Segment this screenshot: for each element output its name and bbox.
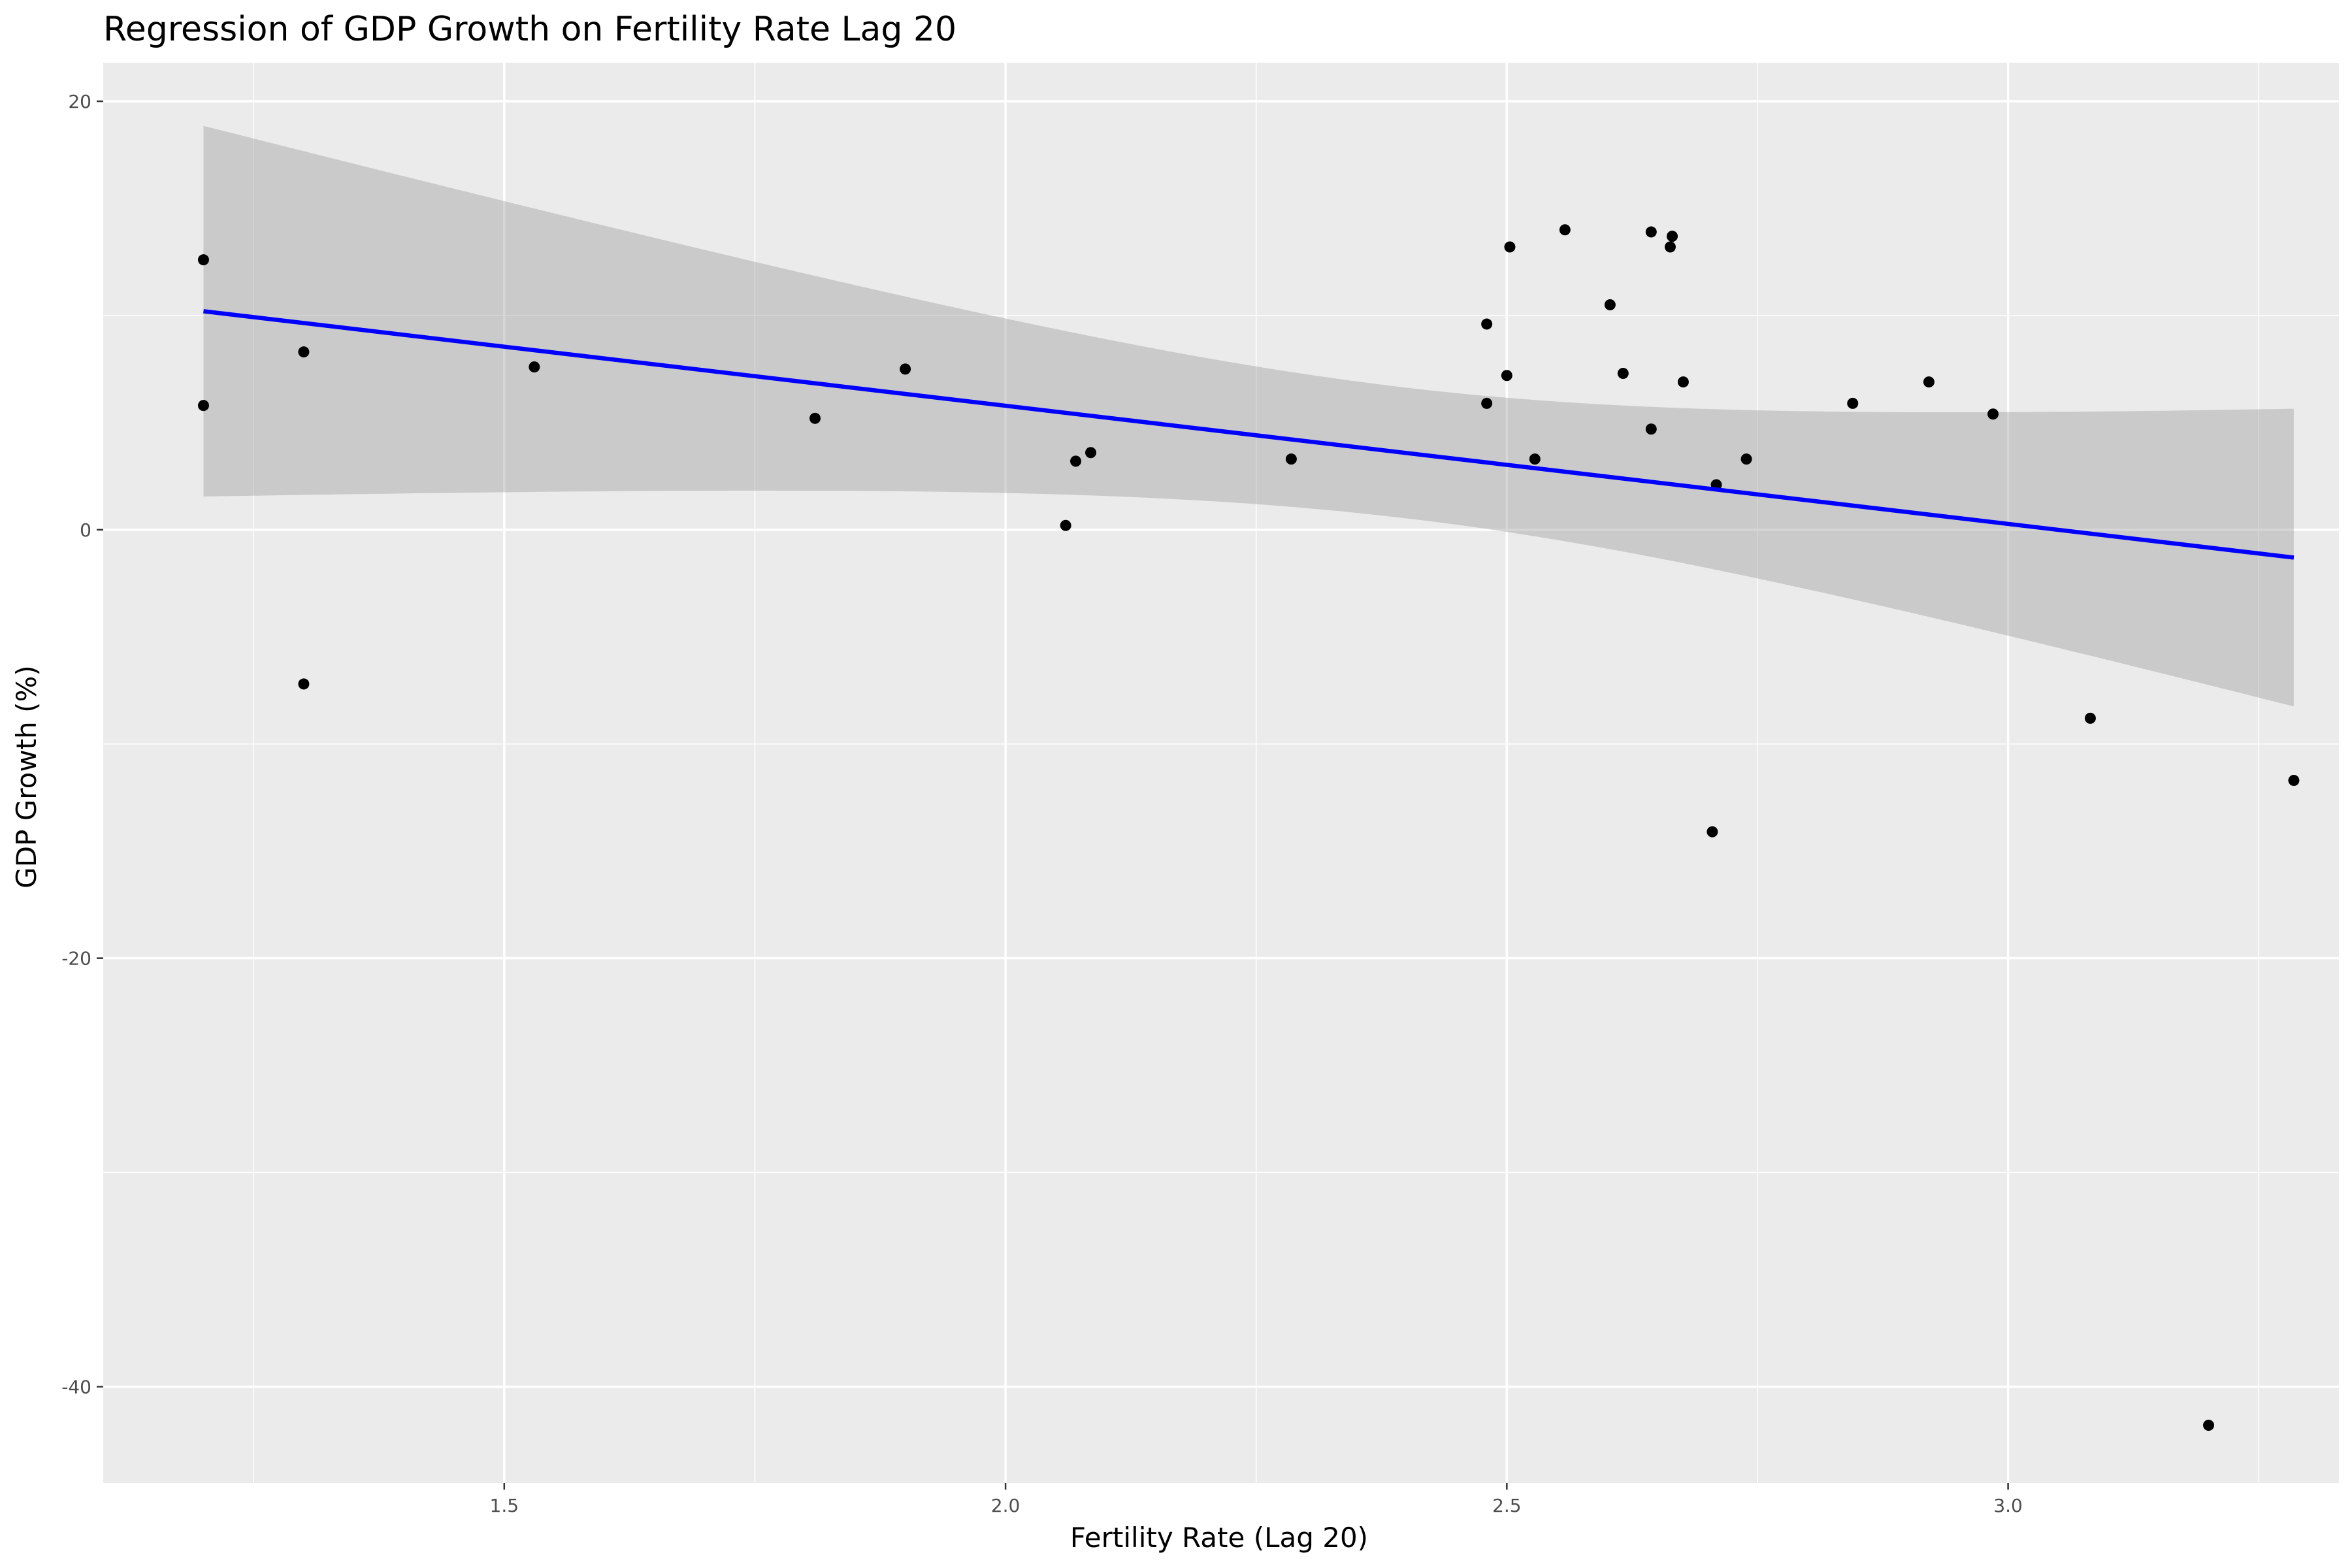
- data-point: [809, 412, 821, 424]
- data-point: [1987, 408, 1999, 420]
- y-axis: -40 -20 0 20: [61, 91, 103, 1397]
- y-tick-label: 20: [68, 91, 91, 112]
- data-point: [1645, 226, 1657, 238]
- x-tick-label: 2.0: [991, 1495, 1021, 1516]
- y-tick-label: 0: [80, 519, 91, 541]
- x-tick-label: 3.0: [1993, 1495, 2023, 1516]
- data-point: [1664, 241, 1676, 253]
- data-point: [1285, 453, 1297, 465]
- data-point: [1677, 376, 1689, 388]
- data-point: [197, 254, 209, 266]
- data-point: [197, 400, 209, 412]
- x-axis: 1.5 2.0 2.5 3.0: [490, 1483, 2023, 1516]
- x-tick-label: 1.5: [490, 1495, 519, 1516]
- data-point: [1923, 376, 1935, 388]
- data-point: [1645, 423, 1657, 435]
- x-tick-label: 2.5: [1492, 1495, 1522, 1516]
- plot-panel: [103, 63, 2339, 1483]
- regression-line: [203, 309, 2295, 560]
- data-point: [1604, 299, 1616, 311]
- data-point: [1667, 231, 1678, 242]
- data-point: [2288, 774, 2300, 786]
- data-point: [1504, 241, 1516, 253]
- data-point: [1707, 826, 1718, 838]
- data-point: [1085, 447, 1097, 459]
- y-tick-label: -40: [61, 1376, 91, 1397]
- data-point: [1070, 455, 1081, 467]
- x-axis-title: Fertility Rate (Lag 20): [1070, 1522, 1368, 1554]
- confidence-band: [203, 125, 2294, 707]
- data-points: [197, 224, 2300, 1431]
- y-axis-title: GDP Growth (%): [10, 665, 42, 889]
- data-point: [1481, 397, 1493, 409]
- data-point: [298, 678, 310, 690]
- data-point: [1060, 519, 1071, 531]
- major-gridlines: [103, 63, 2339, 1483]
- data-point: [2084, 712, 2096, 724]
- data-point: [1847, 397, 1859, 409]
- data-point: [1740, 453, 1752, 465]
- data-point: [1529, 453, 1541, 465]
- data-point: [1501, 370, 1512, 382]
- data-point: [900, 363, 911, 375]
- minor-gridlines: [103, 63, 2339, 1483]
- data-point: [1559, 224, 1571, 236]
- data-point: [529, 361, 540, 373]
- data-point: [1617, 367, 1629, 379]
- chart-title: Regression of GDP Growth on Fertility Ra…: [103, 10, 956, 49]
- data-point: [1481, 318, 1493, 330]
- data-point: [298, 346, 310, 358]
- data-point: [2203, 1419, 2215, 1431]
- y-tick-label: -20: [61, 948, 91, 970]
